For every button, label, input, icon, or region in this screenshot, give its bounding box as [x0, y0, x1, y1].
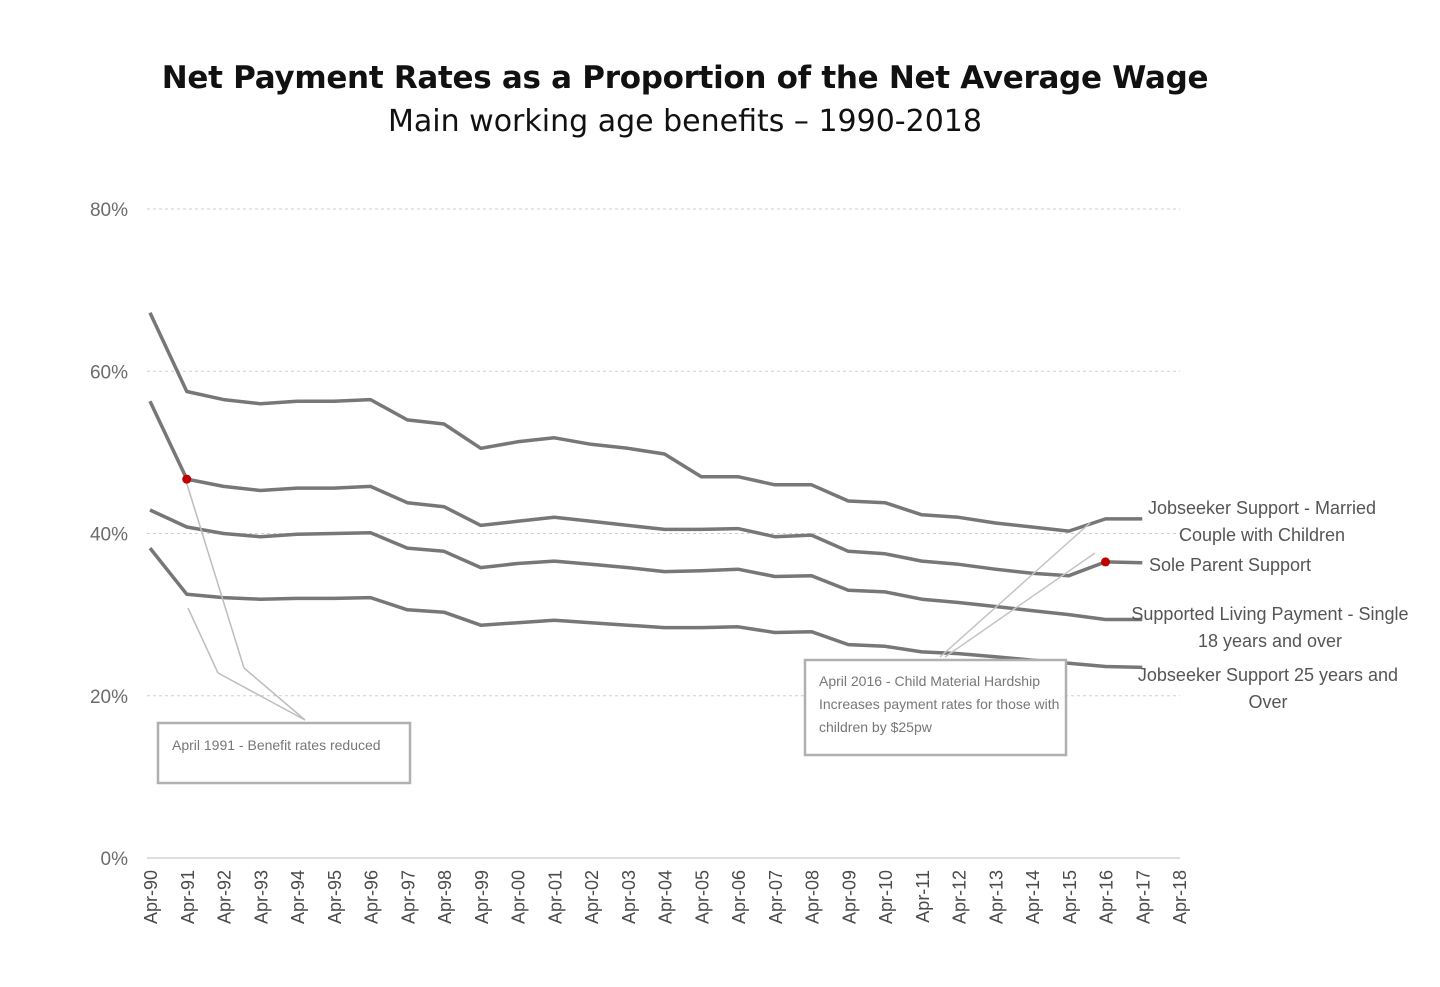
x-tick-label: Apr-01	[545, 870, 565, 924]
series-label: 18 years and over	[1198, 631, 1342, 651]
x-tick-label: Apr-97	[398, 870, 418, 924]
series-label: Jobseeker Support 25 years and	[1138, 665, 1398, 685]
x-tick-label: Apr-93	[251, 870, 271, 924]
y-tick-label: 40%	[90, 525, 128, 546]
x-tick-label: Apr-17	[1133, 870, 1153, 924]
series-line	[148, 400, 1143, 578]
annotation-text: Increases payment rates for those with	[819, 696, 1059, 712]
x-tick-label: Apr-11	[913, 870, 933, 923]
annotation-box	[803, 658, 1068, 757]
series-line	[148, 547, 1143, 670]
annotation-text: children by $25pw	[819, 719, 933, 735]
x-tick-label: Apr-99	[472, 870, 492, 924]
x-tick-label: Apr-12	[950, 870, 970, 924]
x-tick-label: Apr-96	[362, 870, 382, 924]
data-marker	[182, 474, 192, 484]
x-tick-label: Apr-03	[619, 870, 639, 924]
annotation-text: April 2016 - Child Material Hardship	[819, 673, 1040, 689]
series-label: Supported Living Payment - Single	[1131, 604, 1408, 624]
x-tick-label: Apr-13	[986, 870, 1006, 924]
annotation-text: April 1991 - Benefit rates reduced	[172, 737, 381, 753]
x-tick-label: Apr-94	[288, 870, 308, 924]
x-tick-label: Apr-91	[178, 870, 198, 924]
x-tick-label: Apr-95	[325, 870, 345, 924]
y-tick-label: 0%	[101, 849, 129, 870]
annotation-leader	[187, 607, 219, 674]
x-tick-label: Apr-16	[1097, 870, 1117, 924]
x-tick-label: Apr-02	[582, 870, 602, 924]
series-label: Sole Parent Support	[1149, 555, 1311, 575]
x-tick-label: Apr-98	[435, 870, 455, 924]
series-line	[148, 312, 1143, 533]
x-tick-label: Apr-92	[215, 870, 235, 924]
x-tick-label: Apr-07	[766, 870, 786, 924]
chart-title-block: Net Payment Rates as a Proportion of the…	[0, 60, 1370, 139]
annotation-box	[156, 721, 412, 785]
data-marker	[1101, 557, 1110, 567]
x-tick-label: Apr-06	[729, 870, 749, 924]
chart-subtitle: Main working age benefits – 1990-2018	[388, 104, 982, 139]
x-tick-label: Apr-09	[839, 870, 859, 924]
x-tick-label: Apr-05	[692, 870, 712, 924]
annotation-leader	[944, 552, 1096, 658]
x-tick-label: Apr-15	[1060, 870, 1080, 924]
series-line	[149, 508, 1143, 622]
series-label: Over	[1248, 692, 1287, 712]
x-tick-label: Apr-18	[1170, 870, 1190, 924]
series-label: Couple with Children	[1179, 525, 1345, 545]
x-tick-label: Apr-08	[803, 870, 823, 924]
x-tick-label: Apr-90	[141, 870, 161, 924]
y-tick-label: 80%	[90, 200, 128, 221]
x-tick-label: Apr-14	[1023, 870, 1043, 924]
x-tick-label: Apr-04	[656, 870, 676, 924]
x-tick-label: Apr-10	[876, 870, 896, 924]
annotation-leader	[243, 667, 306, 721]
annotation-leader	[185, 480, 245, 669]
x-tick-label: Apr-00	[509, 870, 529, 924]
chart-title: Net Payment Rates as a Proportion of the…	[161, 60, 1209, 96]
annotation-leader	[939, 522, 1091, 658]
annotation-leader	[217, 672, 306, 721]
series-label: Jobseeker Support - Married	[1148, 498, 1376, 518]
y-tick-label: 20%	[90, 687, 128, 708]
y-tick-label: 60%	[90, 362, 128, 383]
